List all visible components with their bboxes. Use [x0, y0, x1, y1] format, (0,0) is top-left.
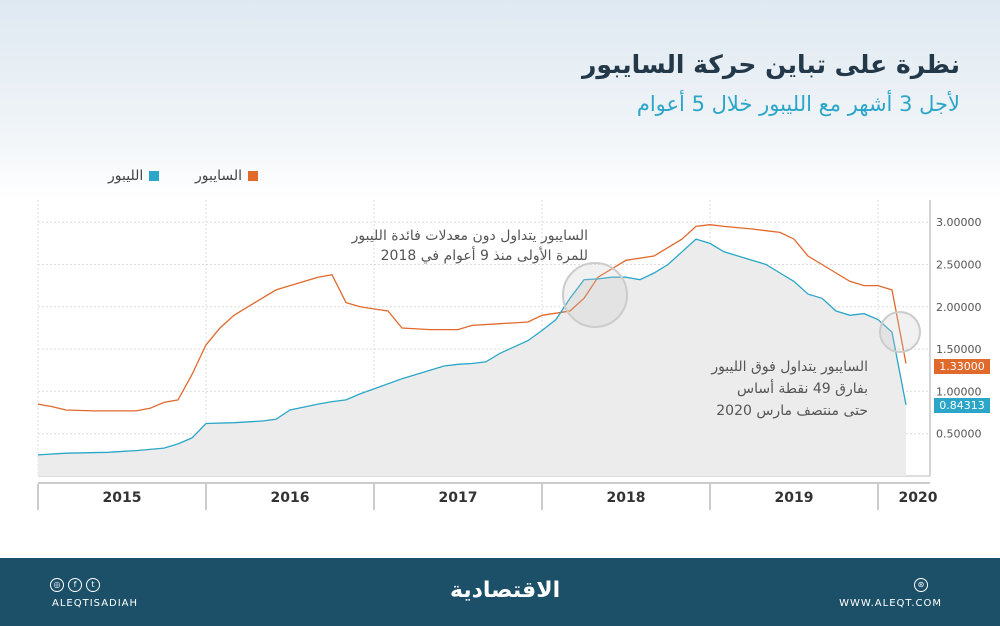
page-subtitle: لأجل 3 أشهر مع الليبور خلال 5 أعوام [636, 92, 960, 116]
y-tick-label: 2.50000 [936, 259, 982, 272]
website[interactable]: WWW.ALEQT.COM [839, 598, 942, 609]
annotation-line: بفارق 49 نقطة أساس [736, 381, 868, 397]
annotation-line: حتى منتصف مارس 2020 [716, 403, 868, 419]
page-title: نظرة على تباين حركة السايبور [581, 50, 960, 79]
y-tick-label: 1.50000 [936, 343, 982, 356]
web-icon: ⊛ [914, 578, 928, 592]
legend-libor: الليبور [108, 168, 160, 184]
legend-label: الليبور [108, 168, 144, 184]
libor-line [37, 238, 907, 456]
social-handle: ALEQTISADIAH [52, 598, 139, 609]
x-tick-label: 2018 [607, 490, 646, 506]
libor-area [38, 239, 906, 476]
y-tick-label: 3.00000 [936, 216, 982, 229]
y-tick-label: 1.00000 [936, 385, 982, 398]
legend-saibor: السايبور [195, 168, 259, 184]
highlight-circle [879, 311, 921, 353]
twitter-icon[interactable]: t [86, 578, 100, 592]
logo: الاقتصادية [450, 578, 561, 603]
y-tick-label: 2.00000 [936, 301, 982, 314]
x-tick-label: 2019 [775, 490, 814, 506]
legend-swatch-libor [149, 171, 160, 181]
highlight-circle [562, 262, 628, 328]
x-tick-label: 2020 [899, 490, 938, 506]
saibor-last-value: 1.33000 [934, 359, 990, 374]
facebook-icon[interactable]: f [68, 578, 82, 592]
saibor-line [37, 224, 907, 412]
annotation-2018: السايبور يتداول دون معدلات فائدة الليبور… [352, 226, 588, 266]
footer: ◎ f t ALEQTISADIAH الاقتصادية ⊛ WWW.ALEQ… [0, 558, 1000, 626]
x-tick-label: 2016 [271, 490, 310, 506]
chart: 0.50000 1.00000 1.50000 2.00000 2.50000 3.000… [37, 200, 982, 510]
annotation-line: للمرة الأولى منذ 9 أعوام في 2018 [380, 248, 588, 264]
annotation-line: السايبور يتداول فوق الليبور [711, 359, 868, 375]
x-tick-label: 2017 [439, 490, 478, 506]
header-banner: نظرة على تباين حركة السايبور لأجل 3 أشهر… [0, 0, 1000, 200]
legend-label: السايبور [195, 168, 243, 184]
y-tick-label: 0.50000 [936, 428, 982, 441]
instagram-icon[interactable]: ◎ [50, 578, 64, 592]
libor-last-value: 0.84313 [934, 398, 990, 413]
annotation-2020: السايبور يتداول فوق الليبور بفارق 49 نقط… [711, 356, 868, 422]
x-tick-label: 2015 [103, 490, 142, 506]
social-icons: ◎ f t [50, 578, 100, 592]
annotation-line: السايبور يتداول دون معدلات فائدة الليبور [351, 228, 588, 244]
legend-swatch-saibor [248, 171, 259, 181]
